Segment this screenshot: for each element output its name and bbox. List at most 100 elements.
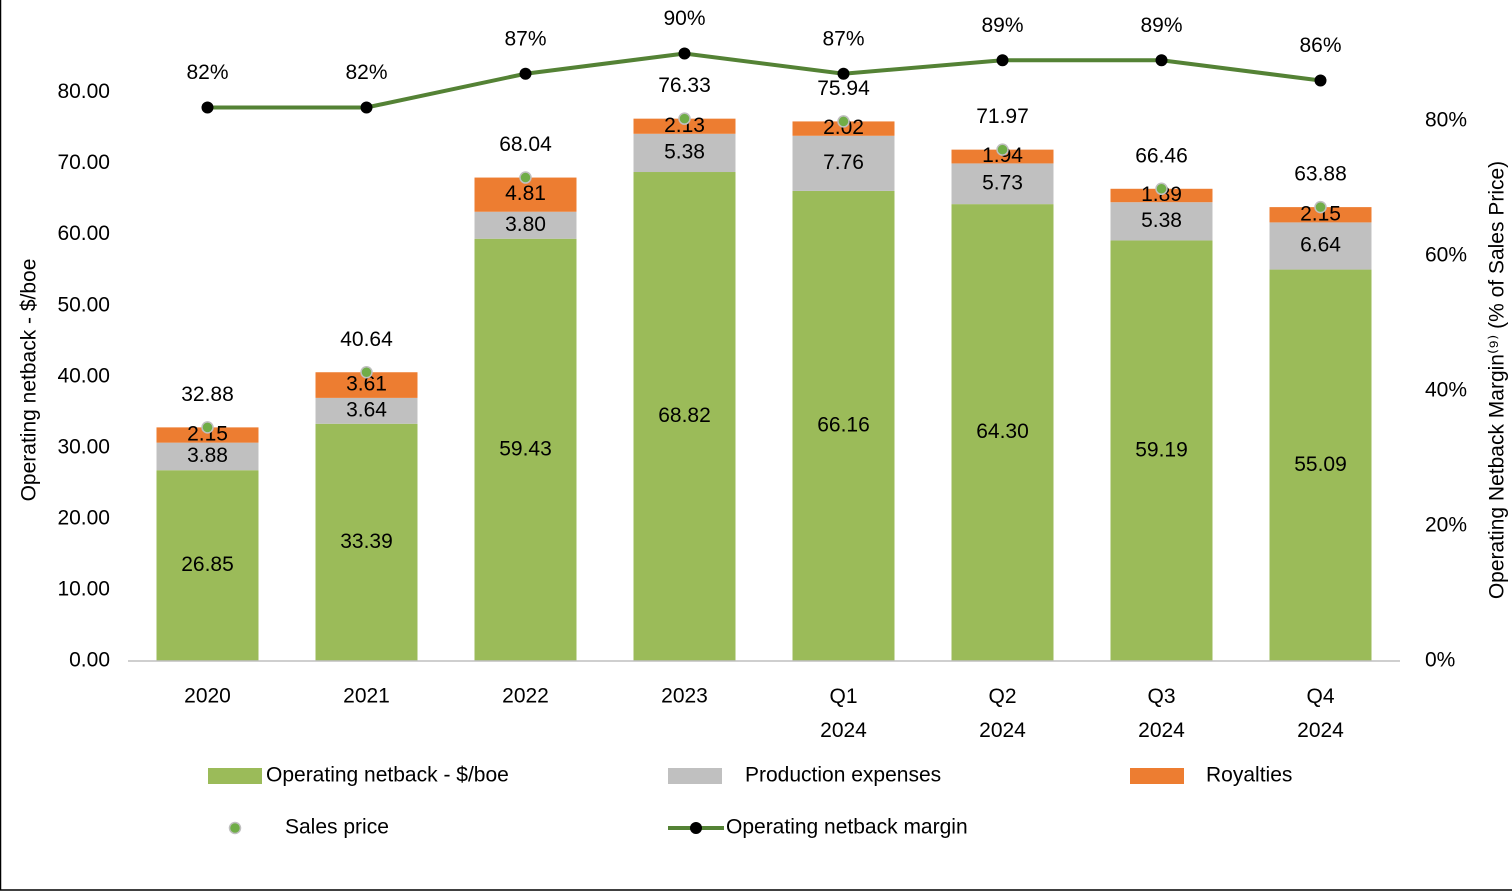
bar-segment <box>792 135 895 191</box>
data-label: 59.43 <box>499 437 552 460</box>
scatter-point <box>1155 182 1168 196</box>
data-label: 82% <box>345 61 387 84</box>
bar-segment <box>474 211 577 239</box>
y2-tick-label: 0% <box>1425 649 1455 672</box>
data-label: 5.73 <box>982 171 1023 194</box>
legend-label: Royalties <box>1206 764 1292 787</box>
y2-tick-label: 80% <box>1425 109 1467 132</box>
legend-item: Sales price <box>228 816 389 839</box>
bar-segment <box>315 423 418 661</box>
scatter-point <box>519 171 532 184</box>
bar-segment <box>1269 207 1372 223</box>
x-tick-label: Q4 2024 <box>1297 685 1344 742</box>
line-marker <box>837 67 850 80</box>
data-label: 87% <box>504 27 546 50</box>
data-label: 68.82 <box>658 404 711 427</box>
bar-segment <box>1269 269 1372 661</box>
legend-swatch <box>228 821 242 835</box>
legend-swatch <box>1130 768 1184 784</box>
y-tick-label: 10.00 <box>57 577 110 600</box>
scatter-point <box>996 143 1009 156</box>
y2-tick-label: 40% <box>1425 379 1467 402</box>
data-label: 64.30 <box>976 420 1029 443</box>
data-label: 3.88 <box>187 444 228 467</box>
bar-segment <box>156 442 259 471</box>
line-marker <box>201 101 214 114</box>
legend-label: Operating netback margin <box>726 816 968 839</box>
data-label: 76.33 <box>658 74 711 97</box>
bar-segment <box>633 118 736 134</box>
bar-segment <box>951 149 1054 164</box>
bar-segment <box>951 163 1054 205</box>
data-label: 2.15 <box>187 423 228 446</box>
data-label: 82% <box>186 61 228 84</box>
y-tick-label: 30.00 <box>57 435 110 458</box>
data-label: 32.88 <box>181 383 234 406</box>
line-marker <box>678 47 691 60</box>
data-label: 4.81 <box>505 182 546 205</box>
x-tick-label: Q3 2024 <box>1138 685 1185 742</box>
data-label: 40.64 <box>340 328 393 351</box>
line-marker <box>519 67 532 80</box>
y2-tick-label: 60% <box>1425 244 1467 267</box>
data-label: 33.39 <box>340 530 393 553</box>
scatter-point <box>678 112 691 125</box>
x-tick-label: Q1 2024 <box>820 685 867 742</box>
scatter-point <box>360 365 373 379</box>
bar-segment <box>1269 222 1372 270</box>
data-label: 3.61 <box>346 373 387 396</box>
y-tick-label: 0.00 <box>69 649 110 672</box>
x-tick-label: 2023 <box>661 685 708 708</box>
y-tick-label: 60.00 <box>57 222 110 245</box>
y-axis-title: Operating netback - $/boe <box>18 259 41 502</box>
data-label: 90% <box>663 7 705 30</box>
line-marker <box>996 54 1009 67</box>
bar-segment <box>633 172 736 661</box>
data-label: 2.15 <box>1300 202 1341 225</box>
x-tick-label: 2022 <box>502 685 549 708</box>
bar-segment <box>633 133 736 173</box>
line-marker <box>1314 74 1327 87</box>
legend-item: Royalties <box>1130 764 1292 787</box>
y-tick-label: 80.00 <box>57 80 110 103</box>
bar-segment <box>1110 202 1213 241</box>
legend-label: Sales price <box>285 816 389 839</box>
data-label: 7.76 <box>823 151 864 174</box>
scatter-point <box>201 421 214 434</box>
y-tick-label: 40.00 <box>57 364 110 387</box>
data-label: 75.94 <box>817 77 870 100</box>
scatter-point <box>837 115 850 128</box>
y2-tick-label: 20% <box>1425 514 1467 537</box>
x-tick-label: 2021 <box>343 685 390 708</box>
data-label: 87% <box>822 27 864 50</box>
data-label: 89% <box>981 14 1023 37</box>
data-label: 71.97 <box>976 105 1029 128</box>
data-label: 55.09 <box>1294 453 1347 476</box>
data-label: 63.88 <box>1294 163 1347 186</box>
legend-swatch <box>668 768 722 784</box>
legend-item: Production expenses <box>668 764 941 787</box>
legend-item: Operating netback margin <box>668 816 968 839</box>
y-tick-label: 20.00 <box>57 506 110 529</box>
data-label: 66.46 <box>1135 144 1188 167</box>
y-tick-label: 70.00 <box>57 151 110 174</box>
data-label: 89% <box>1140 14 1182 37</box>
x-tick-label: 2020 <box>184 685 231 708</box>
scatter-point <box>1314 200 1327 214</box>
line <box>207 51 1321 110</box>
bar-segment <box>792 190 895 662</box>
y2-axis-title: Operating Netback Margin⁽⁹⁾ (% of Sales … <box>1486 161 1509 599</box>
bar-segment <box>315 397 418 424</box>
bar-segment <box>474 238 577 662</box>
y-tick-label: 50.00 <box>57 293 110 316</box>
data-label: 86% <box>1299 34 1341 57</box>
x-tick-label: Q2 2024 <box>979 685 1026 742</box>
data-label: 5.38 <box>1141 209 1182 232</box>
legend-item: Operating netback - $/boe <box>208 764 509 787</box>
bar-segment <box>156 427 259 443</box>
data-label: 6.64 <box>1300 234 1341 257</box>
bar-segment <box>1110 188 1213 203</box>
bar-segment <box>156 470 259 661</box>
